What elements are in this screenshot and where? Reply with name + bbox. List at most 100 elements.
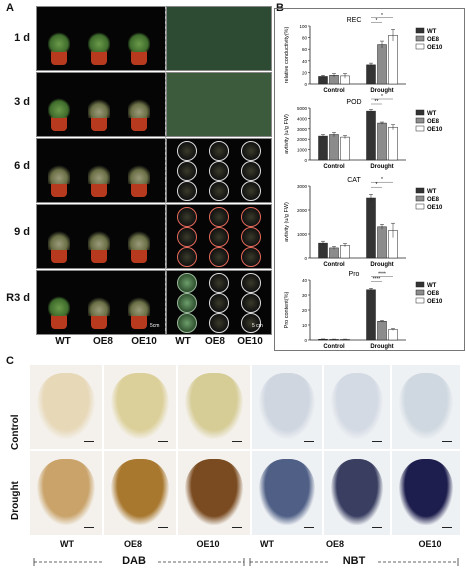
category-label: Drought: [370, 88, 393, 94]
leaf-photo: [166, 204, 272, 269]
y-axis-label: avtivity (u/g FW): [284, 114, 290, 154]
leaf-disc: [241, 207, 261, 227]
scale-bar: [442, 527, 452, 528]
chart-title: POD: [346, 99, 361, 106]
bar: [366, 64, 376, 85]
sig-mark: *: [376, 18, 378, 24]
sig-mark: *: [381, 177, 383, 183]
stained-leaf: [37, 373, 95, 439]
bar: [377, 321, 387, 341]
pot: [51, 51, 67, 65]
category-label: Control: [323, 344, 345, 350]
chart-title: Pro: [349, 271, 360, 278]
leaf-disc: [209, 181, 229, 201]
leaf-photo: [166, 138, 272, 203]
legend-label: OE8: [427, 291, 440, 297]
y-axis-label: relative conductivity(%): [284, 27, 290, 84]
y-tick-label: 0: [304, 256, 307, 261]
legend-swatch: [415, 187, 425, 194]
bar: [318, 242, 328, 259]
legend-swatch: [415, 117, 425, 124]
stain-image-tile: [324, 365, 390, 449]
leaf-disc: [209, 227, 229, 247]
separator-dashed: [165, 6, 166, 331]
legend-label: OE8: [427, 37, 440, 43]
category-label: Drought: [370, 164, 393, 170]
leaf-disc: [209, 161, 229, 181]
y-tick-label: 2000: [297, 137, 308, 142]
photo-column-leaves: 5 cm: [166, 6, 272, 335]
xlabel-oe8-left: OE8: [92, 336, 113, 347]
stained-leaf: [37, 459, 95, 525]
pot: [91, 117, 107, 131]
xlabel-wt-right: WT: [175, 336, 191, 347]
group-label-nbt: NBT: [342, 555, 366, 567]
legend-swatch: [415, 43, 425, 50]
legend-swatch: [415, 109, 425, 116]
pot: [131, 315, 147, 329]
stain-image-tile: [104, 365, 176, 449]
y-tick-label: 5000: [297, 106, 308, 111]
plant: [88, 296, 110, 316]
y-tick-label: 0: [304, 158, 307, 163]
y-tick-label: 0: [304, 338, 307, 343]
category-label: Drought: [370, 262, 393, 268]
leaf-disc: [241, 141, 261, 161]
legend-label: OE10: [427, 45, 443, 51]
xlabel-oe8-right: OE8: [204, 336, 225, 347]
legend-label: WT: [427, 111, 437, 117]
scale-bar: [84, 441, 94, 442]
leaf-disc: [177, 313, 197, 333]
leaf-disc: [209, 273, 229, 293]
plant-photo: [36, 138, 166, 203]
pot: [131, 249, 147, 263]
plant-photo: [36, 6, 166, 71]
leaf-disc: [241, 313, 261, 333]
leaf-disc: [177, 293, 197, 313]
pot: [51, 315, 67, 329]
legend-swatch: [415, 27, 425, 34]
leaf-disc: [241, 227, 261, 247]
y-tick-label: 60: [302, 47, 308, 52]
bar: [377, 44, 387, 85]
y-tick-label: 40: [302, 59, 308, 64]
scale-bar: [304, 441, 314, 442]
legend-label: OE10: [427, 299, 443, 305]
stained-leaf: [185, 459, 243, 525]
stained-leaf: [398, 373, 454, 439]
leaf-photo: [166, 270, 272, 335]
plant-photo: [36, 270, 166, 335]
scale-bar: [232, 527, 242, 528]
bar: [377, 226, 387, 259]
leaf-disc: [177, 227, 197, 247]
stained-leaf: [111, 459, 169, 525]
legend-swatch: [415, 195, 425, 202]
scale-bar: [158, 527, 168, 528]
stained-leaf: [330, 459, 384, 525]
row-label-9d: 9 d: [14, 226, 30, 238]
legend-swatch: [415, 281, 425, 288]
pot: [91, 315, 107, 329]
scale-bar: [232, 441, 242, 442]
category-label: Control: [323, 88, 345, 94]
leaf-disc: [177, 207, 197, 227]
legend-swatch: [415, 203, 425, 210]
stain-image-tile: [104, 451, 176, 535]
scale-label-right: 5 cm: [252, 323, 263, 329]
scale-bar: [372, 441, 382, 442]
plant: [48, 32, 70, 52]
panel-a-letter: A: [6, 2, 14, 14]
leaf-disc: [177, 247, 197, 267]
legend-label: OE10: [427, 127, 443, 133]
pot: [51, 183, 67, 197]
plant: [128, 32, 150, 52]
y-tick-label: 40: [302, 278, 308, 283]
stain-image-tile: [252, 365, 322, 449]
bar: [340, 136, 350, 161]
sig-mark: *: [376, 182, 378, 188]
stain-image-tile: [252, 451, 322, 535]
leaf-disc: [209, 207, 229, 227]
group-brackets: [33, 558, 459, 566]
legend-label: OE10: [427, 205, 443, 211]
chart-title: REC: [347, 17, 362, 24]
